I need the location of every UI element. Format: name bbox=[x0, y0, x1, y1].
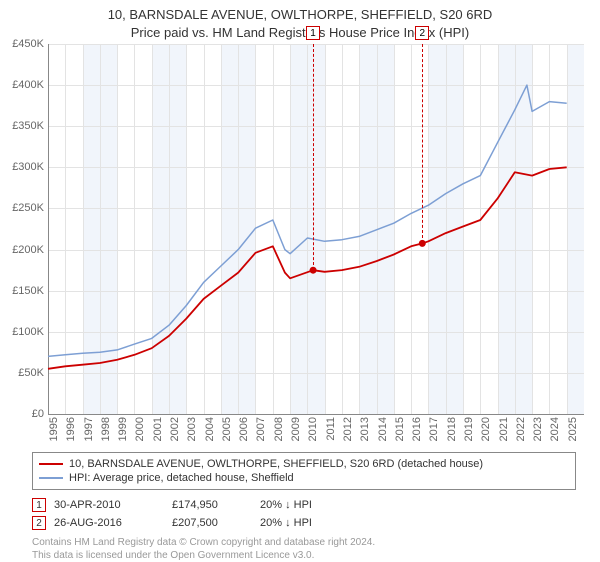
legend: 10, BARNSDALE AVENUE, OWLTHORPE, SHEFFIE… bbox=[32, 452, 576, 490]
sale-row: 1 30-APR-2010 £174,950 20% ↓ HPI bbox=[32, 496, 576, 514]
x-tick-label: 2002 bbox=[169, 417, 181, 441]
legend-swatch bbox=[39, 477, 63, 479]
series-property bbox=[48, 167, 567, 368]
x-tick-label: 2013 bbox=[359, 417, 371, 441]
x-tick-label: 2004 bbox=[204, 417, 216, 441]
x-tick-label: 1999 bbox=[117, 417, 129, 441]
title-line-1: 10, BARNSDALE AVENUE, OWLTHORPE, SHEFFIE… bbox=[0, 6, 600, 24]
x-tick-label: 2009 bbox=[290, 417, 302, 441]
sale-date: 30-APR-2010 bbox=[54, 499, 164, 511]
x-tick-label: 2001 bbox=[152, 417, 164, 441]
sale-price: £174,950 bbox=[172, 499, 252, 511]
legend-label: HPI: Average price, detached house, Shef… bbox=[69, 472, 294, 484]
series-svg bbox=[48, 44, 584, 414]
footer-line-2: This data is licensed under the Open Gov… bbox=[32, 549, 576, 562]
x-tick-label: 2003 bbox=[186, 417, 198, 441]
legend-row: HPI: Average price, detached house, Shef… bbox=[39, 471, 569, 485]
below-chart: 10, BARNSDALE AVENUE, OWLTHORPE, SHEFFIE… bbox=[32, 452, 576, 562]
x-tick-label: 2022 bbox=[515, 417, 527, 441]
x-tick-label: 2014 bbox=[377, 417, 389, 441]
footer-line-1: Contains HM Land Registry data © Crown c… bbox=[32, 536, 576, 549]
y-tick-label: £350K bbox=[12, 120, 44, 132]
sale-price: £207,500 bbox=[172, 517, 252, 529]
x-tick-label: 2000 bbox=[134, 417, 146, 441]
x-tick-label: 2012 bbox=[342, 417, 354, 441]
y-tick-label: £50K bbox=[18, 367, 44, 379]
y-tick-label: £250K bbox=[12, 202, 44, 214]
legend-swatch bbox=[39, 463, 63, 465]
sale-marker-box: 1 bbox=[306, 26, 320, 40]
y-tick-label: £200K bbox=[12, 244, 44, 256]
chart-container: 10, BARNSDALE AVENUE, OWLTHORPE, SHEFFIE… bbox=[0, 0, 600, 560]
x-tick-label: 1998 bbox=[100, 417, 112, 441]
x-tick-label: 2019 bbox=[463, 417, 475, 441]
sales-table: 1 30-APR-2010 £174,950 20% ↓ HPI 2 26-AUG-201… bbox=[32, 496, 576, 532]
sale-row: 2 26-AUG-2016 £207,500 20% ↓ HPI bbox=[32, 514, 576, 532]
sale-marker-box: 2 bbox=[415, 26, 429, 40]
sale-change: 20% ↓ HPI bbox=[260, 517, 350, 529]
x-tick-label: 2024 bbox=[549, 417, 561, 441]
x-tick-label: 2023 bbox=[532, 417, 544, 441]
x-tick-label: 2025 bbox=[567, 417, 579, 441]
x-tick-label: 2010 bbox=[307, 417, 319, 441]
x-tick-label: 1997 bbox=[83, 417, 95, 441]
x-tick-label: 2018 bbox=[446, 417, 458, 441]
gridline-h bbox=[48, 414, 584, 415]
chart-title: 10, BARNSDALE AVENUE, OWLTHORPE, SHEFFIE… bbox=[0, 0, 600, 41]
sale-row-marker: 2 bbox=[32, 516, 46, 530]
x-tick-label: 2017 bbox=[428, 417, 440, 441]
legend-label: 10, BARNSDALE AVENUE, OWLTHORPE, SHEFFIE… bbox=[69, 458, 483, 470]
x-tick-label: 1996 bbox=[65, 417, 77, 441]
sale-change: 20% ↓ HPI bbox=[260, 499, 350, 511]
x-tick-label: 2005 bbox=[221, 417, 233, 441]
y-tick-label: £100K bbox=[12, 326, 44, 338]
x-tick-label: 2011 bbox=[325, 417, 337, 441]
y-tick-label: £150K bbox=[12, 285, 44, 297]
legend-row: 10, BARNSDALE AVENUE, OWLTHORPE, SHEFFIE… bbox=[39, 457, 569, 471]
x-tick-label: 2008 bbox=[273, 417, 285, 441]
x-tick-label: 2021 bbox=[498, 417, 510, 441]
x-tick-label: 2007 bbox=[255, 417, 267, 441]
x-tick-label: 2006 bbox=[238, 417, 250, 441]
plot-area: 12 £0£50K£100K£150K£200K£250K£300K£350K£… bbox=[48, 44, 584, 414]
title-line-2: Price paid vs. HM Land Registry's House … bbox=[0, 24, 600, 42]
y-tick-label: £0 bbox=[32, 408, 44, 420]
y-tick-label: £400K bbox=[12, 79, 44, 91]
sale-row-marker: 1 bbox=[32, 498, 46, 512]
sale-marker-line bbox=[313, 44, 314, 270]
footer: Contains HM Land Registry data © Crown c… bbox=[32, 532, 576, 562]
x-tick-label: 2015 bbox=[394, 417, 406, 441]
x-tick-label: 1995 bbox=[48, 417, 60, 441]
series-hpi bbox=[48, 85, 567, 356]
sale-date: 26-AUG-2016 bbox=[54, 517, 164, 529]
x-tick-label: 2016 bbox=[411, 417, 423, 441]
y-tick-label: £300K bbox=[12, 161, 44, 173]
x-tick-label: 2020 bbox=[480, 417, 492, 441]
sale-marker-line bbox=[422, 44, 423, 243]
y-tick-label: £450K bbox=[12, 38, 44, 50]
